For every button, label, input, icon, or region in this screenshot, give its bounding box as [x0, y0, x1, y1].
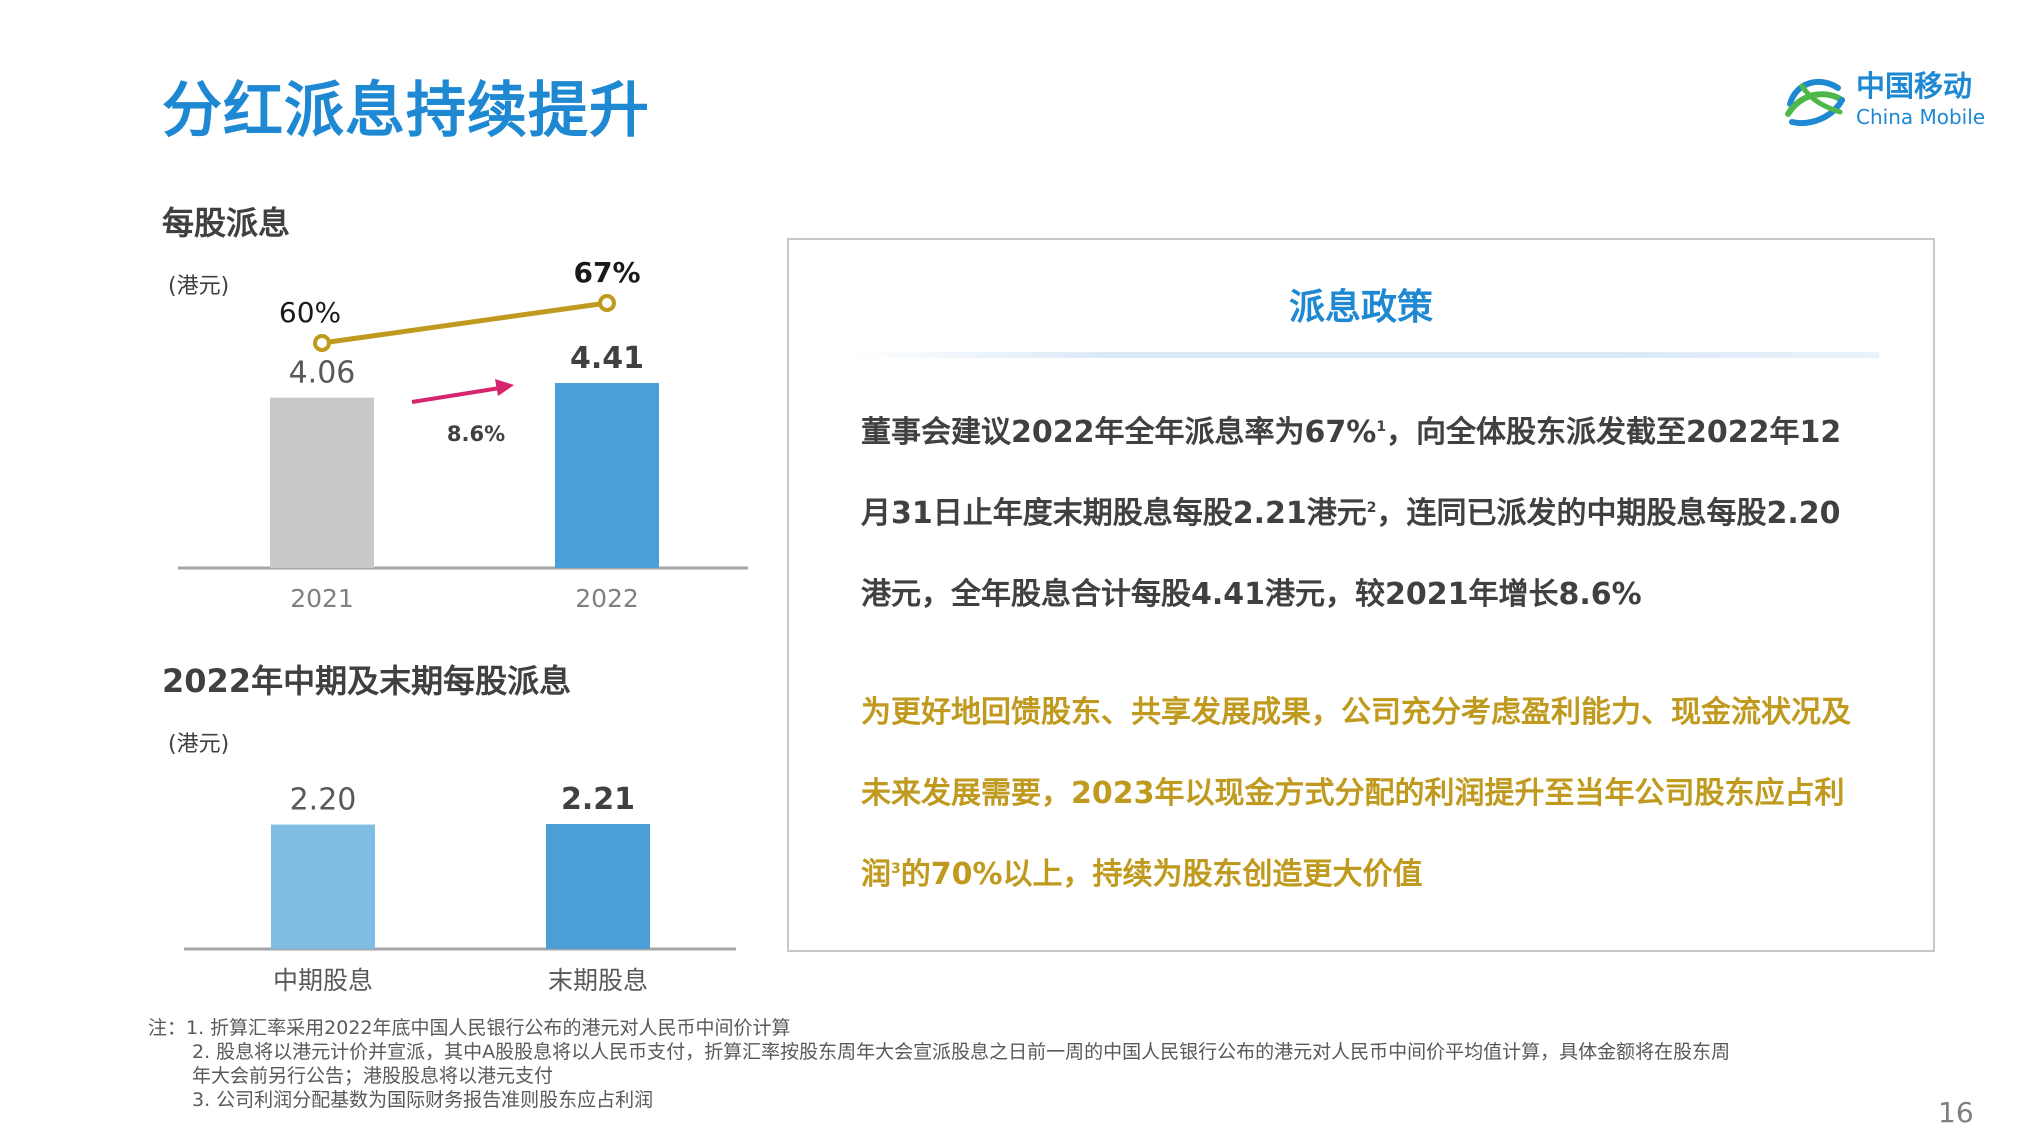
chart-interim-final-dividend: 2.20 中期股息 2.21 末期股息	[184, 782, 736, 995]
policy-paragraph-1: 董事会建议2022年全年派息率为67%1，向全体股东派发截至2022年12月31…	[861, 392, 1869, 635]
bar-中期股息	[271, 824, 375, 949]
footnote-3: 3. 公司利润分配基数为国际财务报告准则股东应占利润	[192, 1089, 654, 1111]
x-tick-末期股息: 末期股息	[548, 966, 648, 995]
value-label-2022: 4.41	[570, 341, 644, 376]
payout-ratio-label-2021: 60%	[279, 296, 341, 329]
value-label-末期股息: 2.21	[561, 782, 635, 817]
logo: 中国移动 China Mobile	[1782, 66, 2002, 136]
footnote-ref-3: 3	[891, 861, 901, 877]
policy-title: 派息政策	[1288, 287, 1433, 328]
payout-ratio-line	[321, 300, 608, 346]
china-mobile-logo-icon: 中国移动 China Mobile	[1785, 69, 1985, 129]
policy-divider	[849, 352, 1879, 358]
footnote-2: 2. 股息将以港元计价并宣派，其中A股股息将以人民币支付，折算汇率按股东周年大会…	[192, 1041, 1731, 1063]
page-number: 16	[1938, 1096, 1974, 1129]
chart1-unit: (港元)	[168, 274, 230, 299]
footnote-1: 注：1. 折算汇率采用2022年底中国人民银行公布的港元对人民币中间价计算	[148, 1017, 791, 1039]
bar-末期股息	[546, 824, 650, 949]
footnote-2-cont: 年大会前另行公告；港股股息将以港元支付	[192, 1065, 554, 1087]
growth-label: 8.6%	[447, 422, 505, 446]
page-title: 分红派息持续提升	[162, 76, 650, 146]
payout-ratio-label-2022: 67%	[573, 256, 640, 289]
chart2-unit: (港元)	[168, 732, 230, 757]
logo-cn: 中国移动	[1856, 69, 1972, 103]
para1-text-3: ，连同已派发的中期股息每股2.20港元，全年股息合计每股4.41港元，较2021…	[861, 496, 1841, 612]
x-tick-2022: 2022	[575, 584, 639, 613]
logo-en: China Mobile	[1856, 105, 1985, 129]
dividend-policy-panel: 派息政策 董事会建议2022年全年派息率为67%1，向全体股东派发截至2022年…	[787, 238, 1935, 952]
policy-paragraph-2: 为更好地回馈股东、共享发展成果，公司充分考虑盈利能力、现金流状况及未来发展需要，…	[861, 672, 1869, 915]
chart-dividend-per-share: 4.06 2021 4.41 2022 60% 67% 8.6%	[178, 256, 748, 613]
payout-ratio-marker-2021	[313, 334, 331, 352]
growth-arrow-shaft	[411, 386, 501, 404]
bar-2021	[270, 397, 374, 568]
value-label-中期股息: 2.20	[290, 783, 357, 818]
chart1-title: 每股派息	[162, 204, 291, 242]
para1-text-2: ，向全体股东派发截至2022年12月31日止年度末期股息每股2.21港元	[861, 415, 1842, 531]
chart2-title: 2022年中期及末期每股派息	[162, 662, 572, 700]
bar-2022	[555, 383, 659, 568]
payout-ratio-marker-2022	[598, 294, 616, 312]
x-tick-2021: 2021	[290, 584, 354, 613]
value-label-2021: 4.06	[289, 356, 356, 391]
footnote-ref-1: 1	[1376, 419, 1387, 435]
para2-text-1: 为更好地回馈股东、共享发展成果，公司充分考虑盈利能力、现金流状况及未来发展需要，…	[861, 695, 1851, 892]
footnotes: 注：1. 折算汇率采用2022年底中国人民银行公布的港元对人民币中间价计算 2.…	[148, 1016, 1908, 1112]
footnote-ref-2: 2	[1366, 500, 1377, 516]
x-tick-中期股息: 中期股息	[273, 966, 373, 995]
growth-arrow-head	[495, 379, 514, 396]
para1-text-1: 董事会建议2022年全年派息率为67%	[861, 415, 1377, 450]
para2-text-2: 的70%以上，持续为股东创造更大价值	[900, 857, 1423, 892]
